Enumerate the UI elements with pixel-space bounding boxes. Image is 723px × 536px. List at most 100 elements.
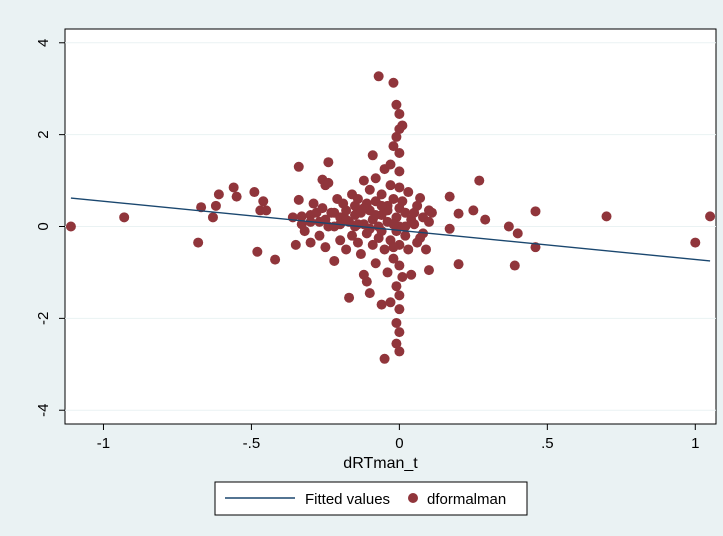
data-point	[397, 120, 408, 131]
data-point	[391, 131, 402, 142]
data-point	[296, 211, 307, 222]
axes: -4 -2 0 2 4 -1 -.5 0 .5 1	[35, 39, 699, 452]
data-point	[231, 191, 242, 202]
data-point	[444, 191, 455, 202]
data-point	[391, 338, 402, 349]
scatter-points	[65, 71, 716, 364]
data-point	[258, 196, 269, 207]
data-point	[323, 157, 334, 168]
data-point	[358, 203, 369, 214]
data-point	[364, 184, 375, 195]
data-point	[415, 193, 426, 204]
data-point	[400, 230, 411, 241]
data-point	[400, 207, 411, 218]
y-tick-label: 0	[35, 222, 52, 230]
data-point	[367, 150, 378, 161]
data-point	[509, 260, 520, 271]
data-point	[293, 194, 304, 205]
data-point	[228, 182, 239, 193]
data-point	[397, 272, 408, 283]
data-point	[391, 99, 402, 110]
data-point	[409, 219, 420, 230]
data-point	[352, 219, 363, 230]
data-point	[423, 265, 434, 276]
data-point	[320, 214, 331, 225]
data-point	[296, 219, 307, 230]
data-point	[293, 161, 304, 172]
data-point	[314, 230, 325, 241]
x-tick-label: -1	[97, 435, 110, 452]
data-point	[385, 159, 396, 170]
data-point	[444, 223, 455, 234]
data-point	[388, 219, 399, 230]
data-point	[329, 255, 340, 266]
data-point	[364, 288, 375, 299]
data-point	[344, 292, 355, 303]
data-point	[358, 175, 369, 186]
data-point	[423, 216, 434, 227]
data-point	[370, 173, 381, 184]
data-point	[403, 244, 414, 255]
y-tick-label: 2	[35, 130, 52, 138]
data-point	[409, 207, 420, 218]
data-point	[373, 71, 384, 82]
data-point	[453, 259, 464, 270]
legend: Fitted values dformalman	[214, 481, 528, 516]
data-point	[403, 187, 414, 198]
data-point	[352, 193, 363, 204]
data-point	[480, 214, 491, 225]
data-point	[249, 187, 260, 198]
x-tick-label: 1	[691, 435, 699, 452]
data-point	[388, 193, 399, 204]
x-tick-label: .5	[541, 435, 554, 452]
y-tick-label: -2	[35, 312, 52, 325]
data-point	[370, 258, 381, 269]
data-point	[503, 221, 514, 232]
data-point	[352, 237, 363, 248]
data-point	[426, 207, 437, 218]
data-point	[119, 212, 130, 223]
data-point	[394, 346, 405, 357]
data-point	[320, 242, 331, 253]
data-point	[341, 244, 352, 255]
legend-marker-swatch	[408, 493, 418, 503]
data-point	[388, 77, 399, 88]
y-tick-label: -4	[35, 404, 52, 417]
legend-label-dformalman: dformalman	[427, 491, 506, 508]
data-point	[379, 353, 390, 364]
data-point	[370, 210, 381, 221]
data-point	[388, 253, 399, 264]
data-point	[453, 208, 464, 219]
data-point	[367, 239, 378, 250]
data-point	[394, 148, 405, 159]
data-point	[376, 299, 387, 310]
data-point	[394, 166, 405, 177]
x-axis-title: dRTman_t	[343, 455, 418, 472]
data-point	[364, 223, 375, 234]
data-point	[601, 211, 612, 222]
data-point	[391, 317, 402, 328]
data-point	[421, 244, 432, 255]
legend-label-fitted: Fitted values	[305, 491, 390, 508]
data-point	[270, 254, 281, 265]
data-point	[323, 177, 334, 188]
data-point	[397, 196, 408, 207]
data-point	[394, 304, 405, 315]
data-point	[308, 198, 319, 209]
data-point	[376, 189, 387, 200]
data-point	[388, 141, 399, 152]
data-point	[193, 237, 204, 248]
data-point	[213, 189, 224, 200]
data-point	[394, 108, 405, 119]
data-point	[196, 202, 207, 213]
fitted-line-layer	[70, 197, 711, 262]
data-point	[388, 242, 399, 253]
data-point	[415, 232, 426, 243]
data-point	[379, 244, 390, 255]
data-point	[290, 239, 301, 250]
data-point	[690, 237, 701, 248]
data-point	[361, 276, 372, 287]
y-tick-label: 4	[35, 39, 52, 47]
